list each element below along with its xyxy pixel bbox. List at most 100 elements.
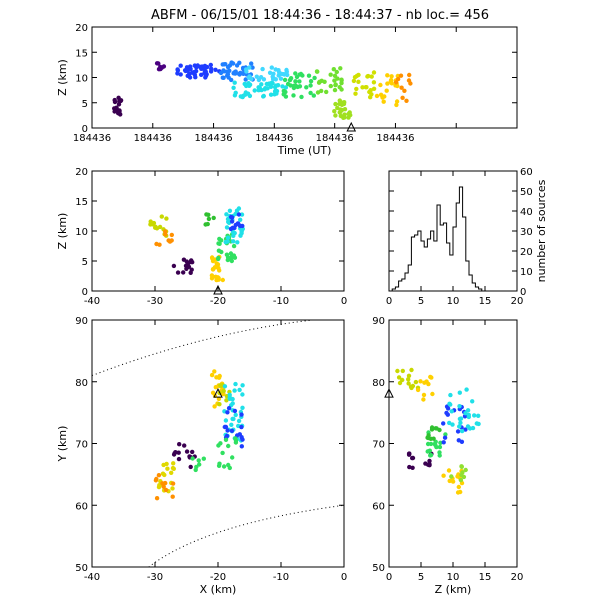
plot-frame [91, 170, 345, 292]
data-point [341, 115, 346, 120]
y-tick-label: 20 [75, 167, 88, 178]
data-point [407, 72, 412, 78]
data-point [153, 224, 158, 229]
data-point [148, 219, 153, 224]
data-point [449, 409, 454, 414]
data-point [233, 211, 238, 217]
data-point [306, 73, 312, 78]
data-point [164, 216, 169, 221]
data-point [190, 456, 195, 461]
data-point [354, 86, 359, 92]
y-tick-label: 60 [372, 501, 385, 512]
data-point [259, 87, 264, 93]
x-tick-label: 184436 [255, 133, 293, 144]
data-point [231, 239, 236, 244]
data-point [337, 101, 342, 107]
data-point [243, 67, 249, 72]
data-point [164, 461, 169, 467]
x-axis-label: X (km) [200, 583, 237, 596]
y-tick-label: 15 [75, 197, 88, 208]
data-point [308, 90, 313, 96]
data-point [170, 465, 176, 471]
data-point [247, 82, 253, 87]
data-point [450, 479, 456, 484]
data-point [231, 85, 236, 91]
y-tick-label: 0 [82, 124, 88, 135]
data-point [245, 91, 251, 96]
data-point [342, 107, 348, 112]
x-tick-label: 184436 [134, 133, 172, 144]
data-point [166, 238, 171, 243]
data-point [184, 259, 189, 264]
data-point [270, 81, 275, 86]
x-tick-label: 20 [511, 572, 524, 583]
data-point [328, 72, 333, 77]
data-point [227, 63, 233, 68]
data-point [353, 91, 358, 96]
data-point [226, 406, 232, 411]
data-point [226, 443, 231, 449]
data-point [421, 397, 426, 402]
data-point [335, 105, 340, 111]
data-point [267, 70, 273, 76]
data-point [410, 455, 415, 461]
data-point [231, 71, 236, 76]
y-tick-label: 70 [75, 440, 88, 451]
data-point [260, 66, 265, 72]
data-point [472, 413, 477, 418]
data-point [437, 444, 443, 450]
data-point [457, 424, 462, 429]
data-point [243, 77, 248, 82]
data-point [211, 215, 216, 221]
data-point [463, 411, 468, 416]
data-point [258, 75, 264, 80]
data-point [206, 212, 211, 217]
data-point [448, 402, 453, 407]
data-point [236, 206, 242, 211]
data-point [427, 458, 432, 464]
data-point [154, 496, 160, 501]
x-tick-label: 0 [341, 296, 347, 307]
data-point [427, 448, 432, 453]
data-point [447, 478, 452, 484]
data-point [239, 424, 244, 430]
data-point [381, 99, 386, 104]
data-point [432, 441, 437, 447]
data-point [448, 392, 453, 398]
x-tick-label: -10 [273, 572, 289, 583]
data-point [450, 422, 455, 427]
data-point [213, 385, 218, 390]
x-tick-label: -10 [273, 296, 289, 307]
data-point [219, 249, 224, 255]
data-point [463, 427, 468, 432]
data-point [360, 85, 365, 90]
data-point [339, 80, 344, 86]
data-point [249, 61, 254, 66]
data-point [221, 391, 226, 397]
data-point [112, 109, 117, 114]
data-point [230, 225, 235, 230]
data-point [175, 71, 180, 76]
x-tick-label: 20 [511, 296, 524, 307]
data-point [235, 240, 240, 245]
x-tick-label: 184436 [73, 133, 111, 144]
data-point [203, 222, 208, 227]
data-point [230, 401, 235, 406]
y-tick-label: 40 [520, 207, 533, 218]
x-axis-label: Z (km) [435, 583, 472, 596]
data-point [208, 62, 213, 68]
data-point [283, 85, 289, 90]
data-point [178, 63, 183, 68]
data-point [228, 251, 234, 256]
x-tick-label: -40 [84, 296, 100, 307]
x-tick-label: 10 [447, 296, 460, 307]
y-tick-label: 15 [75, 48, 88, 59]
data-point [210, 390, 216, 395]
data-point [223, 61, 228, 67]
y-axis-label: Z (km) [56, 59, 69, 96]
data-point [175, 67, 180, 72]
data-point [458, 477, 464, 483]
data-point [393, 80, 399, 85]
data-point [232, 93, 238, 98]
